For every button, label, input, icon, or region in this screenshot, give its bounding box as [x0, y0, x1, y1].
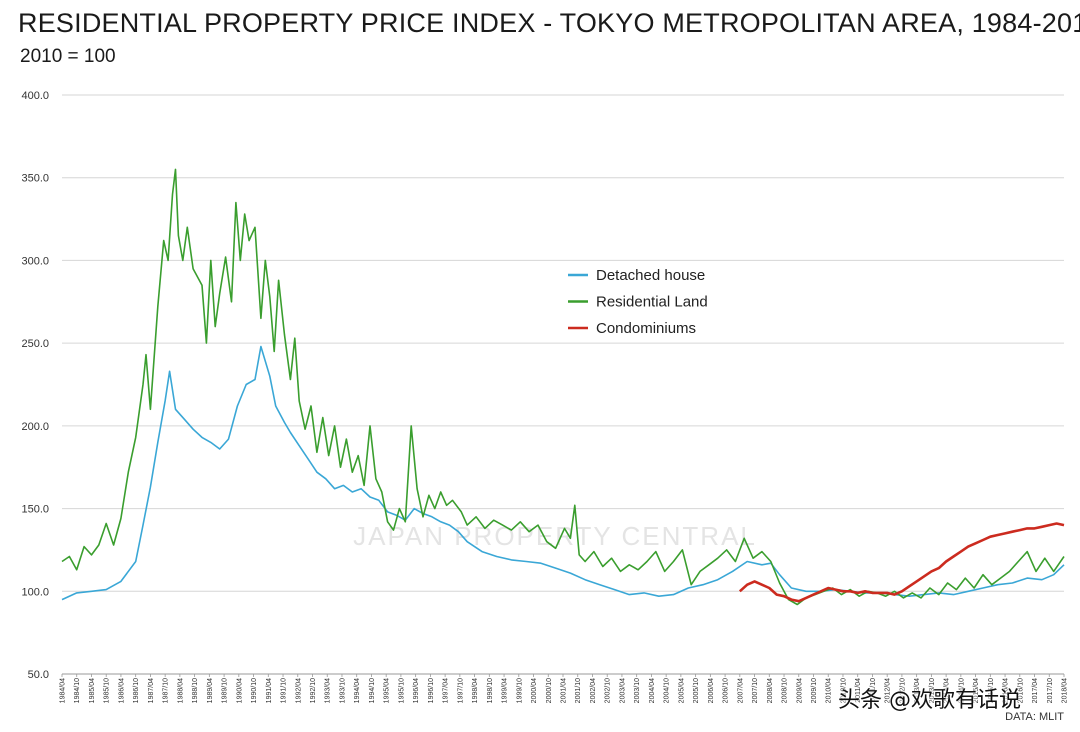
x-tick-label: 1991/04: [266, 678, 273, 703]
x-tick-label: 2005/04: [678, 678, 685, 703]
x-tick-label: 1993/10: [339, 678, 346, 703]
x-tick-label: 2002/10: [605, 678, 612, 703]
x-tick-label: 2017/10: [1047, 678, 1054, 703]
x-tick-label: 2006/10: [723, 678, 730, 703]
x-tick-label: 2004/04: [649, 678, 656, 703]
x-tick-label: 1995/10: [398, 678, 405, 703]
y-tick-label: 200.0: [21, 421, 49, 433]
x-tick-label: 1988/10: [192, 678, 199, 703]
y-tick-label: 350.0: [21, 173, 49, 185]
x-tick-label: 2008/10: [782, 678, 789, 703]
x-tick-label: 2015/10: [988, 678, 995, 703]
x-tick-label: 1987/10: [163, 678, 170, 703]
x-tick-label: 1991/10: [281, 678, 288, 703]
x-tick-label: 2016/04: [1003, 678, 1010, 703]
y-tick-label: 150.0: [21, 504, 49, 516]
x-tick-label: 1990/04: [236, 678, 243, 703]
x-tick-label: 2012/04: [885, 678, 892, 703]
x-tick-label: 1997/04: [443, 678, 450, 703]
x-tick-label: 2012/10: [899, 678, 906, 703]
x-tick-label: 2017/04: [1032, 678, 1039, 703]
x-tick-label: 2011/04: [855, 678, 862, 703]
x-tick-label: 1995/04: [384, 678, 391, 703]
chart-title: RESIDENTIAL PROPERTY PRICE INDEX - TOKYO…: [18, 8, 1080, 38]
x-tick-label: 2010/10: [840, 678, 847, 703]
x-tick-label: 1985/10: [104, 678, 111, 703]
y-tick-label: 100.0: [21, 586, 49, 598]
series-line-detached-house: [61, 345, 1065, 601]
x-tick-label: 1989/04: [207, 678, 214, 703]
overlay-watermark-badge: 头条 @欢歌有话说: [838, 688, 1021, 713]
x-tick-label: 1984/10: [74, 678, 81, 703]
x-tick-label: 1987/04: [148, 678, 155, 703]
x-tick-label: 1996/10: [428, 678, 435, 703]
watermark: JAPAN PROPERTY CENTRAL: [353, 521, 757, 551]
y-axis: 400.0 350.0 300.0 250.0 200.0 150.0 100.0 50.0: [21, 90, 49, 681]
series-group: [61, 168, 1065, 606]
x-tick-label: 1986/10: [133, 678, 140, 703]
x-tick-label: 1988/04: [177, 678, 184, 703]
x-tick-label: 2002/04: [590, 678, 597, 703]
x-tick-label: 2013/10: [929, 678, 936, 703]
x-tick-label: 2003/04: [619, 678, 626, 703]
x-tick-label: 1990/10: [251, 678, 258, 703]
x-tick-label: 2009/10: [811, 678, 818, 703]
y-tick-label: 50.0: [28, 669, 49, 681]
x-axis: 1984/04 1984/10 1985/04 1985/10 1986/04 1986/…: [60, 674, 1069, 703]
legend[interactable]: Detached house Residential Land Condominiu…: [568, 267, 708, 337]
x-tick-label: 2018/04: [1062, 678, 1069, 703]
x-tick-label: 1999/10: [516, 678, 523, 703]
x-tick-label: 2007/10: [752, 678, 759, 703]
legend-label-detached-house: Detached house: [596, 267, 705, 284]
x-tick-label: 2001/10: [575, 678, 582, 703]
x-tick-label: 2014/10: [958, 678, 965, 703]
x-tick-label: 2015/04: [973, 678, 980, 703]
x-tick-label: 2014/04: [944, 678, 951, 703]
x-tick-label: 1989/10: [222, 678, 229, 703]
y-tick-label: 250.0: [21, 338, 49, 350]
legend-label-condominiums: Condominiums: [596, 320, 696, 337]
x-tick-label: 2006/04: [708, 678, 715, 703]
x-tick-label: 1984/04: [60, 678, 67, 703]
x-tick-label: 2008/04: [767, 678, 774, 703]
x-tick-label: 2003/10: [634, 678, 641, 703]
chart-subtitle: 2010 = 100: [20, 46, 116, 67]
y-tick-label: 300.0: [21, 255, 49, 267]
x-tick-label: 2001/04: [561, 678, 568, 703]
x-tick-label: 2009/04: [796, 678, 803, 703]
series-line-condominiums: [738, 522, 1065, 603]
x-tick-label: 2007/04: [737, 678, 744, 703]
x-tick-label: 2004/10: [664, 678, 671, 703]
x-tick-label: 2016/10: [1017, 678, 1024, 703]
x-tick-label: 2013/04: [914, 678, 921, 703]
x-tick-label: 1994/10: [369, 678, 376, 703]
x-tick-label: 2011/10: [870, 678, 877, 703]
x-tick-label: 1998/04: [472, 678, 479, 703]
x-tick-label: 1992/10: [310, 678, 317, 703]
gridlines: [62, 94, 1064, 675]
x-tick-label: 1999/04: [502, 678, 509, 703]
series-line-residential-land: [61, 168, 1065, 606]
x-tick-label: 1993/04: [325, 678, 332, 703]
x-tick-label: 1996/04: [413, 678, 420, 703]
x-tick-label: 2010/04: [826, 678, 833, 703]
x-tick-label: 2000/10: [546, 678, 553, 703]
x-tick-label: 1994/04: [354, 678, 361, 703]
x-tick-label: 1986/04: [118, 678, 125, 703]
x-tick-label: 1992/04: [295, 678, 302, 703]
x-tick-label: 1998/10: [487, 678, 494, 703]
y-tick-label: 400.0: [21, 90, 49, 102]
source-note: DATA: MLIT: [1005, 711, 1064, 723]
x-tick-label: 1997/10: [457, 678, 464, 703]
x-tick-label: 1985/04: [89, 678, 96, 703]
legend-label-residential-land: Residential Land: [596, 294, 708, 311]
x-tick-label: 2005/10: [693, 678, 700, 703]
x-tick-label: 2000/04: [531, 678, 538, 703]
